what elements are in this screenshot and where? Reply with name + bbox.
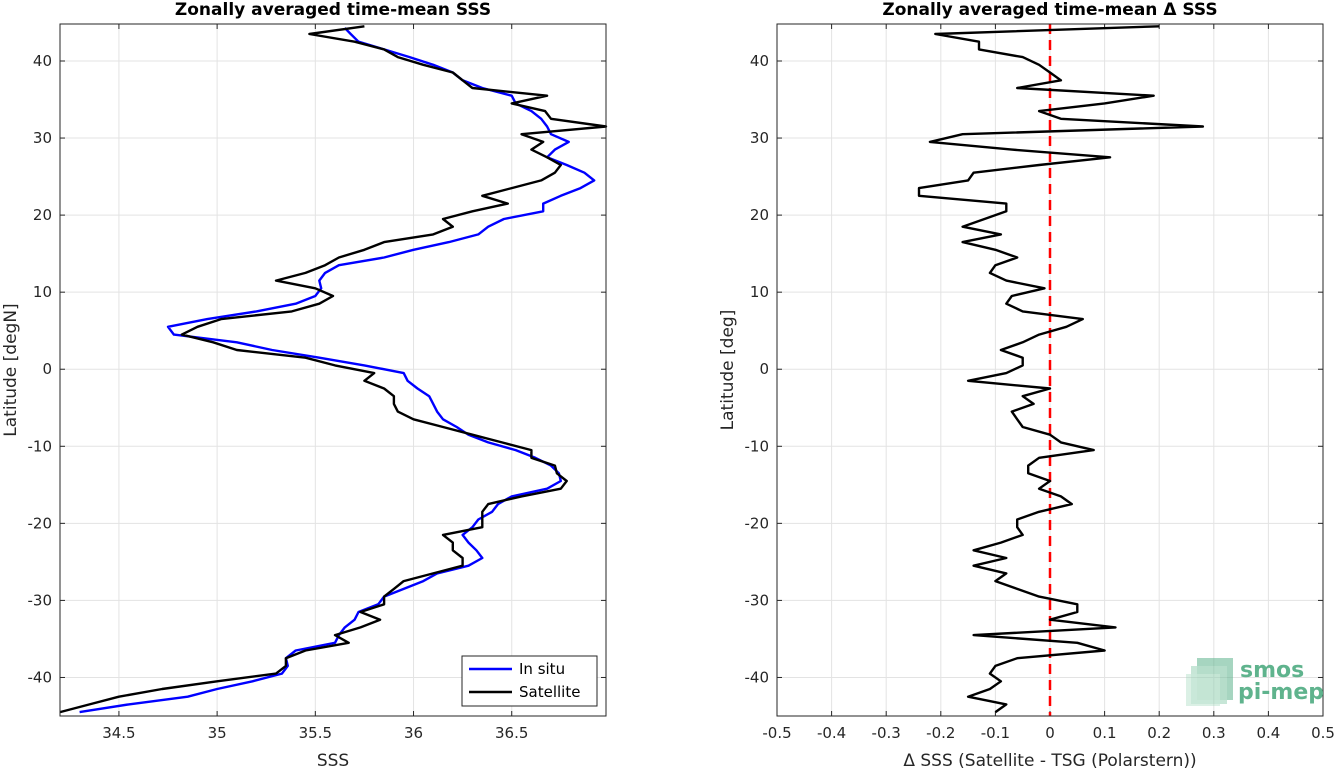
y-tick-label: -40: [28, 668, 53, 686]
series-line-delta-sss: [917, 25, 1205, 714]
y-tick-label: 10: [33, 283, 52, 301]
y-tick-label: 40: [750, 52, 769, 70]
y-tick-label: 20: [750, 206, 769, 224]
x-tick-label: -0.2: [926, 724, 955, 742]
axes-box: [59, 23, 607, 717]
legend-label-in-situ: In situ: [519, 660, 565, 678]
x-tick-label: 34.5: [102, 724, 135, 742]
y-tick-label: -10: [28, 437, 53, 455]
y-tick-label: -30: [28, 591, 53, 609]
x-tick-label: 35.5: [299, 724, 332, 742]
grid: [60, 24, 606, 716]
x-tick-label: -0.5: [762, 724, 791, 742]
x-tick-label: 0.5: [1311, 724, 1335, 742]
y-axis-label: Latitude [degN]: [1, 303, 21, 436]
series-group: [917, 25, 1205, 714]
y-tick-labels: -40 -30 -20 -10 0 10 20 30 40: [28, 52, 53, 686]
x-tick-label: 0.2: [1147, 724, 1171, 742]
x-tick-label: 0.1: [1093, 724, 1117, 742]
y-tick-label: -10: [745, 437, 770, 455]
x-axis-label: Δ SSS (Satellite - TSG (Polarstern)): [903, 751, 1196, 769]
x-axis-label: SSS: [317, 751, 349, 769]
x-tick-label: 36: [404, 724, 423, 742]
chart-title: Zonally averaged time-mean SSS: [175, 0, 491, 20]
chart-delta-sss-panel: -0.5 -0.4 -0.3 -0.2 -0.1 0 0.1 0.2 0.3 0.4 0.5 -40…: [718, 0, 1335, 769]
y-tick-label: 0: [759, 360, 769, 378]
axes-box: [776, 23, 1324, 717]
y-tick-label: 10: [750, 283, 769, 301]
y-tick-label: -20: [28, 514, 53, 532]
legend-box: [461, 655, 598, 707]
x-tick-label: 0.3: [1202, 724, 1226, 742]
smos-pi-mep-logo: smos pi-mep: [1186, 658, 1324, 706]
y-tick-label: -30: [745, 591, 770, 609]
logo-waves-icon: [1186, 658, 1233, 706]
x-tick-label: 0: [1045, 724, 1055, 742]
x-tick-label: -0.4: [817, 724, 846, 742]
y-tick-label: 40: [33, 52, 52, 70]
chart-sss-panel: 34.5 35 35.5 36 36.5 -40 -30 -20 -10 0 10 20 30 40 Z…: [1, 0, 608, 769]
y-tick-label: -20: [745, 514, 770, 532]
x-tick-label: -0.1: [981, 724, 1010, 742]
x-tick-label: -0.3: [872, 724, 901, 742]
legend: In situ Satellite: [461, 655, 598, 707]
x-tick-labels: -0.5 -0.4 -0.3 -0.2 -0.1 0 0.1 0.2 0.3 0.4 0.5: [762, 724, 1335, 742]
legend-label-satellite: Satellite: [519, 683, 580, 701]
series-line-satellite: [59, 25, 608, 714]
series-group: [59, 25, 608, 714]
y-tick-labels: -40 -30 -20 -10 0 10 20 30 40: [745, 52, 770, 686]
y-tick-label: 30: [750, 129, 769, 147]
x-tick-label: 35: [208, 724, 227, 742]
plot-area: [60, 24, 606, 716]
y-tick-label: 20: [33, 206, 52, 224]
y-axis-label: Latitude [deg]: [718, 310, 738, 431]
y-tick-label: -40: [745, 668, 770, 686]
chart-title: Zonally averaged time-mean Δ SSS: [882, 0, 1217, 20]
y-tick-label: 0: [42, 360, 52, 378]
y-tick-label: 30: [33, 129, 52, 147]
logo-text-smos: smos: [1240, 658, 1304, 683]
logo-text-pi-mep: pi-mep: [1238, 680, 1324, 705]
x-tick-labels: 34.5 35 35.5 36 36.5: [102, 724, 528, 742]
x-tick-label: 36.5: [495, 724, 528, 742]
x-tick-label: 0.4: [1256, 724, 1280, 742]
